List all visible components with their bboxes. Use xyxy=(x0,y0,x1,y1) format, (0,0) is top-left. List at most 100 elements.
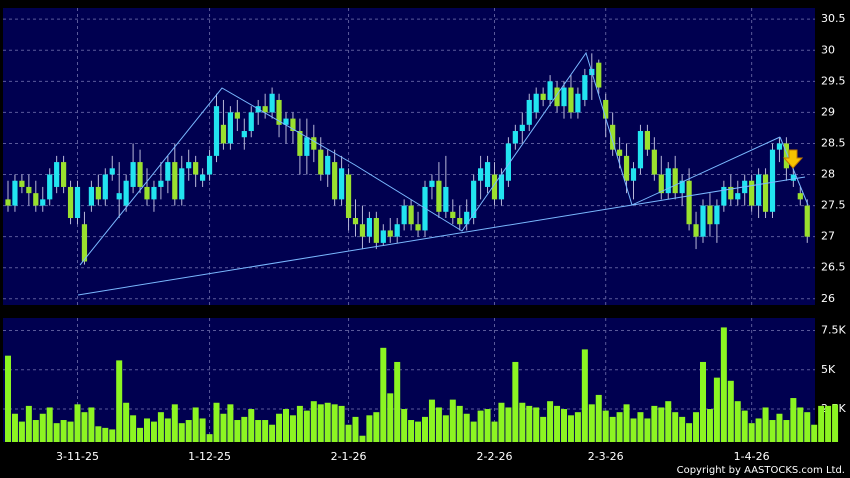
volume-bar xyxy=(505,407,512,442)
y-tick-label: 30.5 xyxy=(821,12,846,25)
candle-body xyxy=(491,174,498,200)
volume-bar xyxy=(783,420,790,442)
x-tick-label: 3-11-25 xyxy=(56,450,99,463)
candle-body xyxy=(262,106,268,113)
volume-bar xyxy=(213,402,220,442)
candle-body xyxy=(408,205,414,225)
candle-body xyxy=(443,186,449,212)
candle-body xyxy=(283,118,289,125)
volume-bar xyxy=(401,409,408,442)
volume-bar xyxy=(755,418,762,442)
candle-body xyxy=(401,205,407,225)
y-tick-label: 27.5 xyxy=(821,199,846,212)
volume-bar xyxy=(25,405,32,442)
candle-body xyxy=(707,205,713,225)
candle-body xyxy=(665,168,671,194)
candle-body xyxy=(415,224,421,231)
volume-bar xyxy=(651,405,658,442)
candle-body xyxy=(790,174,796,181)
volume-bar xyxy=(477,410,484,442)
y-tick-label: 5K xyxy=(821,363,836,376)
candle-body xyxy=(248,112,254,132)
volume-bar xyxy=(470,421,477,442)
candle-body xyxy=(81,224,88,262)
volume-bar xyxy=(234,420,241,442)
candle-body xyxy=(234,112,240,119)
volume-bar xyxy=(700,361,706,442)
volume-bar xyxy=(60,420,67,442)
candle-body xyxy=(241,131,247,138)
candle-body xyxy=(339,168,345,200)
trend-lines xyxy=(77,51,809,296)
volume-bar xyxy=(53,423,60,442)
candle-body xyxy=(151,186,157,200)
volume-bar xyxy=(762,407,769,442)
volume-bar xyxy=(130,415,137,442)
volume-bar xyxy=(519,402,526,442)
candle-body xyxy=(769,149,776,212)
candle-body xyxy=(95,186,101,200)
candle-body xyxy=(644,131,650,150)
volume-bar xyxy=(144,418,150,442)
volume-bar xyxy=(289,415,296,442)
candle-body xyxy=(436,180,442,212)
volume-bar xyxy=(380,347,387,442)
candle-body xyxy=(200,174,206,181)
candle-body xyxy=(47,174,53,200)
volume-bar xyxy=(804,412,811,442)
volume-bar xyxy=(435,407,442,442)
candle-body xyxy=(512,131,518,144)
candle-body xyxy=(651,149,657,175)
volume-bar xyxy=(818,405,825,442)
volume-bar xyxy=(171,404,178,442)
volume-bar xyxy=(623,404,630,442)
candle-body xyxy=(596,62,602,88)
volume-bar xyxy=(331,404,338,442)
volume-bar xyxy=(706,409,713,442)
candle-body xyxy=(450,211,456,219)
volume-bar xyxy=(366,415,373,442)
volume-bar xyxy=(616,412,623,442)
volume-bar xyxy=(241,416,248,442)
candle-body xyxy=(679,180,685,194)
candle-body xyxy=(505,143,511,181)
candle-body xyxy=(158,180,164,187)
candle-body xyxy=(12,180,18,206)
volume-bar xyxy=(227,404,234,442)
volume-bar xyxy=(797,407,804,442)
candle-body xyxy=(380,230,386,243)
volume-bar xyxy=(373,412,380,442)
volume-bar xyxy=(137,427,144,442)
candle-body xyxy=(179,168,185,200)
volume-bar xyxy=(713,377,720,442)
volume-bar xyxy=(644,418,651,442)
candle-body xyxy=(783,143,789,169)
volume-bar xyxy=(533,407,540,442)
volume-bar xyxy=(672,412,679,442)
y-tick-label: 28.5 xyxy=(821,136,846,149)
volume-bar xyxy=(123,402,130,442)
y-tick-label: 30 xyxy=(821,43,835,56)
candle-body xyxy=(61,162,67,187)
volume-bar xyxy=(720,327,727,442)
candle-body xyxy=(227,112,233,144)
x-tick-label: 1-4-26 xyxy=(734,450,770,463)
candle-body xyxy=(721,186,727,206)
candle-body xyxy=(359,224,366,237)
candle-body xyxy=(74,186,81,219)
volume-bar xyxy=(693,412,700,442)
volume-bar xyxy=(588,404,595,442)
candle-body xyxy=(526,99,532,125)
volume-bar xyxy=(408,420,415,442)
volume-bar xyxy=(262,420,269,442)
candle-body xyxy=(568,87,574,113)
volume-bar xyxy=(422,416,428,442)
volume-bar xyxy=(776,413,783,442)
candle-body xyxy=(484,162,491,187)
volume-bar xyxy=(658,407,665,442)
y-tick-label: 27 xyxy=(821,230,835,243)
candle-body xyxy=(144,186,150,200)
candle-body xyxy=(672,168,678,194)
candle-body xyxy=(345,174,352,219)
volume-bar xyxy=(574,412,581,442)
